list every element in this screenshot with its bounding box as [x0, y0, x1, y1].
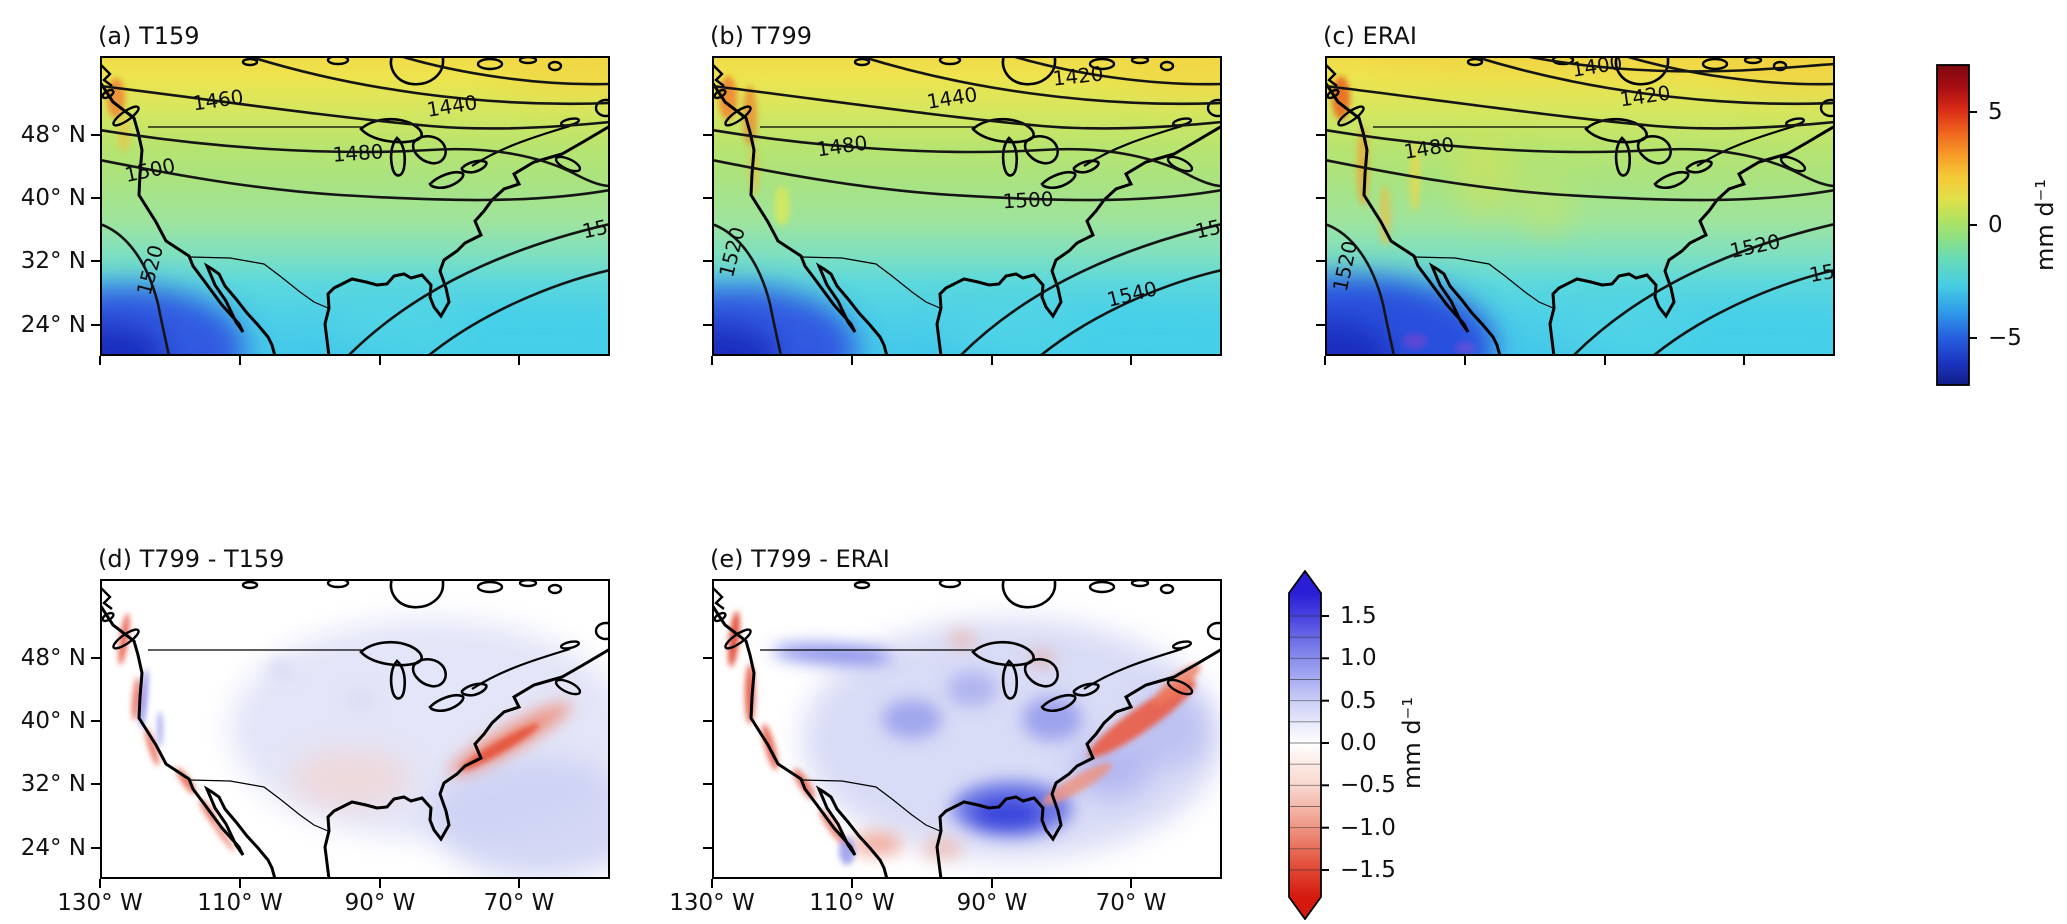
axis-tick: [703, 134, 712, 136]
lat-tick-label: 48° N: [20, 122, 86, 148]
axis-tick: [1324, 356, 1326, 365]
contour-label: 15: [1807, 259, 1835, 287]
panel-e-title: (e) T799 - ERAI: [710, 545, 890, 573]
panel-c-map: 1400 1420 1480 1520 1520 15: [1325, 56, 1835, 356]
axis-tick: [711, 879, 713, 888]
axis-tick: [703, 720, 712, 722]
axis-tick: [703, 657, 712, 659]
axis-tick: [518, 879, 520, 888]
axis-tick: [91, 324, 100, 326]
lat-tick-label: 40° N: [20, 708, 86, 734]
lat-tick-label: 24° N: [20, 835, 86, 861]
contour-label: 1500: [1002, 187, 1054, 214]
lon-tick-label: 110° W: [197, 890, 283, 916]
axis-tick: [1604, 356, 1606, 365]
panel-d-map: [100, 579, 610, 879]
lon-tick-label: 70° W: [483, 890, 555, 916]
axis-tick: [711, 356, 713, 365]
panel-b-title: (b) T799: [710, 22, 813, 50]
axis-tick: [991, 879, 993, 888]
axis-tick: [91, 197, 100, 199]
axis-tick: [1743, 356, 1745, 365]
axis-tick: [1316, 197, 1325, 199]
axis-tick: [1130, 356, 1132, 365]
colorbar-bottom-tick: 1.0: [1340, 645, 1377, 671]
axis-tick: [99, 879, 101, 888]
axis-tick: [91, 134, 100, 136]
axis-tick: [703, 783, 712, 785]
axis-tick: [1316, 260, 1325, 262]
axis-tick: [703, 324, 712, 326]
panel-d-canvas: [100, 579, 610, 879]
colorbar-top-tick: −5: [1988, 325, 2022, 351]
panel-c-title: (c) ERAI: [1323, 22, 1417, 50]
lon-tick-label: 130° W: [57, 890, 143, 916]
colorbar-bottom-tick: 0.5: [1340, 688, 1377, 714]
axis-tick: [851, 356, 853, 365]
axis-tick: [703, 197, 712, 199]
axis-tick: [703, 847, 712, 849]
axis-tick: [91, 783, 100, 785]
panel-e-canvas: [712, 579, 1222, 879]
axis-tick: [851, 879, 853, 888]
colorbar-top-label: mm d⁻¹: [2031, 179, 2059, 271]
axis-tick: [1130, 879, 1132, 888]
colorbar-bottom: [1288, 570, 1329, 920]
lon-tick-label: 130° W: [669, 890, 755, 916]
colorbar-bottom-label: mm d⁻¹: [1398, 697, 1426, 789]
lon-tick-label: 110° W: [809, 890, 895, 916]
axis-tick: [379, 356, 381, 365]
axis-tick: [1316, 324, 1325, 326]
panel-a-map: 1460 1440 1480 1500 1520 15: [100, 56, 610, 356]
colorbar-bottom-tick: −1.0: [1340, 815, 1396, 841]
colorbar-bottom-tick: 0.0: [1340, 730, 1377, 756]
height-contour-1400: [1524, 56, 1835, 73]
colorbar-bottom-tick: −0.5: [1340, 772, 1396, 798]
axis-tick: [703, 260, 712, 262]
colorbar-top-tick: 5: [1988, 99, 2003, 125]
axis-tick: [518, 356, 520, 365]
axis-tick: [91, 260, 100, 262]
lat-tick-label: 40° N: [20, 185, 86, 211]
axis-tick: [91, 657, 100, 659]
lat-tick-label: 24° N: [20, 312, 86, 338]
colorbar-bottom-tick: −1.5: [1340, 857, 1396, 883]
lon-tick-label: 90° W: [956, 890, 1028, 916]
axis-tick: [239, 879, 241, 888]
colorbar-top-tick: 0: [1988, 212, 2003, 238]
colorbar-top: [1936, 64, 1977, 386]
axis-tick: [91, 847, 100, 849]
contour-label: 15: [1193, 215, 1222, 244]
axis-tick: [379, 879, 381, 888]
axis-tick: [1316, 134, 1325, 136]
lat-tick-label: 48° N: [20, 645, 86, 671]
panel-d-title: (d) T799 - T159: [98, 545, 285, 573]
panel-c-canvas: 1400 1420 1480 1520 1520 15: [1325, 56, 1835, 356]
lon-tick-label: 70° W: [1095, 890, 1167, 916]
colorbar-bottom-tick: 1.5: [1340, 603, 1377, 629]
contour-label: 1420: [1051, 61, 1104, 90]
axis-tick: [239, 356, 241, 365]
panel-e-map: [712, 579, 1222, 879]
contour-label: 1480: [332, 139, 384, 166]
lat-tick-label: 32° N: [20, 248, 86, 274]
axis-tick: [1464, 356, 1466, 365]
panel-b-canvas: 1440 1420 1480 1500 1520 1540 15: [712, 56, 1222, 356]
panel-b-map: 1440 1420 1480 1500 1520 1540 15: [712, 56, 1222, 356]
contour-label: 15: [580, 215, 610, 244]
lat-tick-label: 32° N: [20, 771, 86, 797]
axis-tick: [99, 356, 101, 365]
lon-tick-label: 90° W: [344, 890, 416, 916]
axis-tick: [991, 356, 993, 365]
panel-a-canvas: 1460 1440 1480 1500 1520 15: [100, 56, 610, 356]
panel-a-title: (a) T159: [98, 22, 200, 50]
axis-tick: [91, 720, 100, 722]
